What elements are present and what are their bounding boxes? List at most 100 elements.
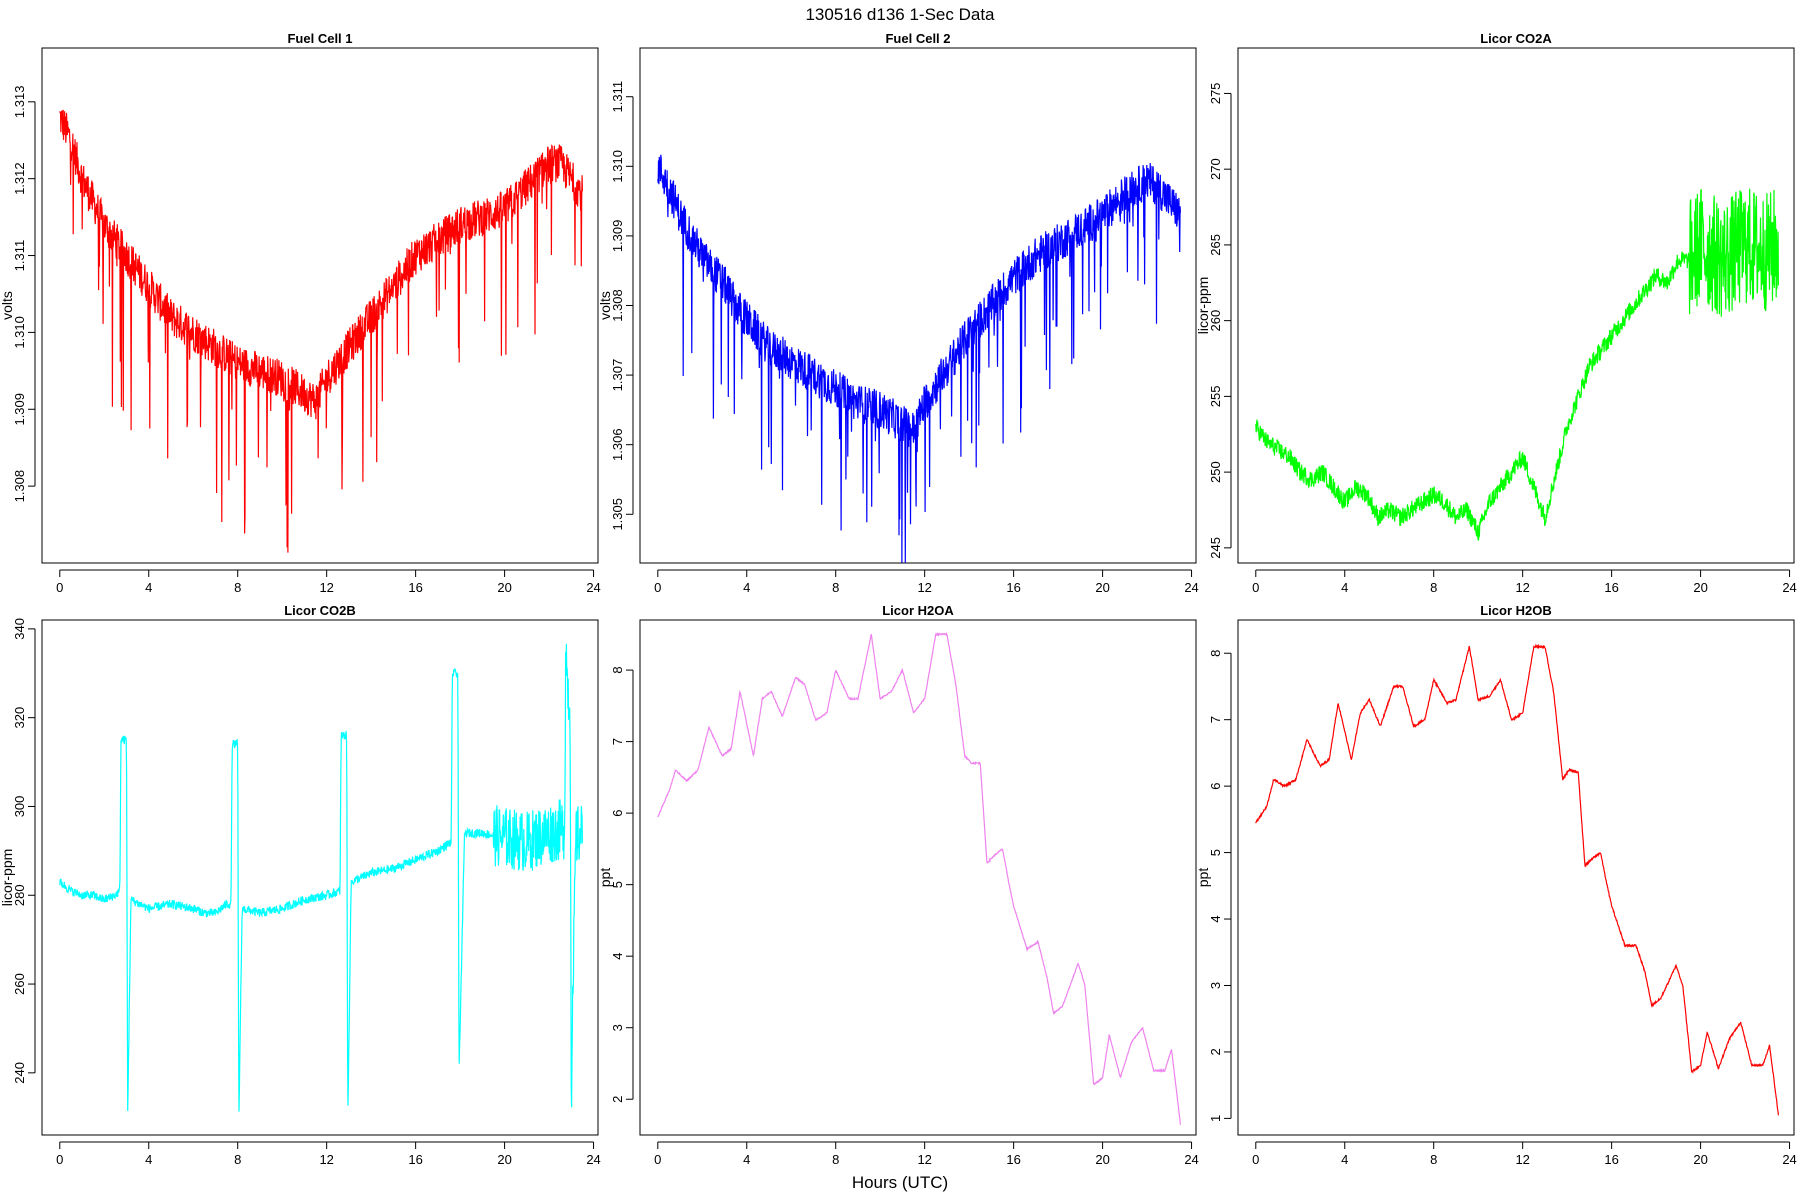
x-tick-label: 24	[1184, 580, 1198, 595]
x-tick-label: 8	[832, 580, 839, 595]
y-tick-label: 275	[1208, 83, 1223, 105]
y-tick-label: 1.313	[12, 86, 27, 119]
panel-title: Licor H2OB	[1480, 603, 1552, 618]
y-tick-label: 300	[12, 796, 27, 818]
panel-title: Licor CO2B	[284, 603, 356, 618]
chart-panel: Fuel Cell 2 volts 0 4 8 12 16 20 24 1.305 1.306 1.3…	[597, 31, 1199, 595]
series-line	[657, 631, 1181, 1125]
y-tick-label: 8	[610, 666, 625, 673]
y-tick-label: 3	[610, 1024, 625, 1031]
series-line	[657, 154, 1181, 564]
y-tick-label: 265	[1208, 234, 1223, 256]
x-tick-label: 20	[497, 580, 511, 595]
y-tick-label: 1.305	[610, 498, 625, 531]
x-tick-label: 4	[145, 580, 152, 595]
chart-panel: Licor H2OA ppt 0 4 8 12 16 20 24 2 3 4 5 6 7 8	[597, 603, 1199, 1167]
plot-frame	[639, 47, 1197, 564]
y-tick-label: 6	[1208, 783, 1223, 790]
y-tick-label: 1.312	[12, 162, 27, 195]
series-line	[59, 643, 583, 1112]
y-tick-label: 1.308	[610, 289, 625, 322]
y-axis-label: ppt	[597, 868, 613, 888]
x-tick-label: 12	[917, 1152, 931, 1167]
y-tick-label: 2	[610, 1096, 625, 1103]
x-tick-label: 12	[917, 580, 931, 595]
series-line	[1255, 643, 1779, 1116]
x-tick-label: 12	[319, 1152, 333, 1167]
y-tick-label: 260	[12, 973, 27, 995]
x-tick-label: 12	[1515, 580, 1529, 595]
y-axis-label: volts	[597, 291, 613, 320]
y-tick-label: 240	[12, 1062, 27, 1084]
plot-frame	[41, 47, 599, 564]
panel-title: Fuel Cell 1	[287, 31, 352, 46]
x-tick-label: 24	[1184, 1152, 1198, 1167]
x-tick-label: 8	[832, 1152, 839, 1167]
y-tick-label: 340	[12, 618, 27, 640]
x-tick-label: 20	[1095, 1152, 1109, 1167]
x-tick-label: 4	[145, 1152, 152, 1167]
y-tick-label: 1.310	[12, 316, 27, 349]
y-tick-label: 1.311	[12, 240, 27, 272]
y-tick-label: 250	[1208, 461, 1223, 483]
plot-frame	[1237, 47, 1795, 564]
y-tick-label: 1.307	[610, 359, 625, 392]
x-tick-label: 0	[654, 1152, 661, 1167]
x-tick-label: 24	[1782, 580, 1796, 595]
y-tick-label: 280	[12, 884, 27, 906]
plot-frame	[41, 619, 599, 1136]
y-tick-label: 270	[1208, 158, 1223, 180]
x-tick-label: 0	[56, 580, 63, 595]
x-tick-label: 4	[1341, 580, 1348, 595]
x-tick-label: 12	[319, 580, 333, 595]
x-tick-label: 16	[1604, 1152, 1618, 1167]
x-tick-label: 16	[408, 580, 422, 595]
x-tick-label: 0	[1252, 580, 1259, 595]
x-tick-label: 0	[56, 1152, 63, 1167]
y-tick-label: 1.310	[610, 150, 625, 183]
y-tick-label: 8	[1208, 650, 1223, 657]
chart-panel: Licor CO2B licor-ppm 0 4 8 12 16 20 24 240 260 280 3…	[0, 603, 601, 1167]
y-axis-label: licor-ppm	[1195, 277, 1211, 335]
y-tick-label: 7	[610, 738, 625, 745]
y-axis-label: licor-ppm	[0, 849, 15, 907]
x-tick-label: 8	[234, 580, 241, 595]
x-tick-label: 4	[743, 1152, 750, 1167]
y-tick-label: 3	[1208, 982, 1223, 989]
chart-panel: Licor CO2A licor-ppm 0 4 8 12 16 20 24 245 250 255 2…	[1195, 31, 1797, 595]
figure-x-axis-label: Hours (UTC)	[852, 1173, 948, 1192]
y-tick-label: 7	[1208, 716, 1223, 723]
panel-title: Licor CO2A	[1480, 31, 1552, 46]
y-tick-label: 320	[12, 707, 27, 729]
panel-title: Licor H2OA	[882, 603, 954, 618]
y-tick-label: 1.306	[610, 428, 625, 461]
y-tick-label: 1.308	[12, 470, 27, 503]
x-tick-label: 24	[586, 1152, 600, 1167]
x-tick-label: 20	[497, 1152, 511, 1167]
series-line	[1255, 188, 1779, 541]
y-tick-label: 2	[1208, 1048, 1223, 1055]
y-tick-label: 1.309	[610, 220, 625, 253]
series-line	[59, 109, 583, 553]
x-tick-label: 4	[1341, 1152, 1348, 1167]
y-tick-label: 260	[1208, 310, 1223, 332]
y-tick-label: 1.311	[610, 81, 625, 113]
x-tick-label: 4	[743, 580, 750, 595]
y-tick-label: 245	[1208, 537, 1223, 559]
y-tick-label: 255	[1208, 386, 1223, 408]
y-axis-label: volts	[0, 291, 15, 320]
x-tick-label: 20	[1693, 580, 1707, 595]
x-tick-label: 16	[1006, 580, 1020, 595]
x-tick-label: 16	[1604, 580, 1618, 595]
y-tick-label: 5	[1208, 849, 1223, 856]
plot-frame	[639, 619, 1197, 1136]
x-tick-label: 16	[1006, 1152, 1020, 1167]
y-tick-label: 6	[610, 810, 625, 817]
y-axis-label: ppt	[1195, 868, 1211, 888]
x-tick-label: 8	[234, 1152, 241, 1167]
x-tick-label: 24	[586, 580, 600, 595]
x-tick-label: 24	[1782, 1152, 1796, 1167]
